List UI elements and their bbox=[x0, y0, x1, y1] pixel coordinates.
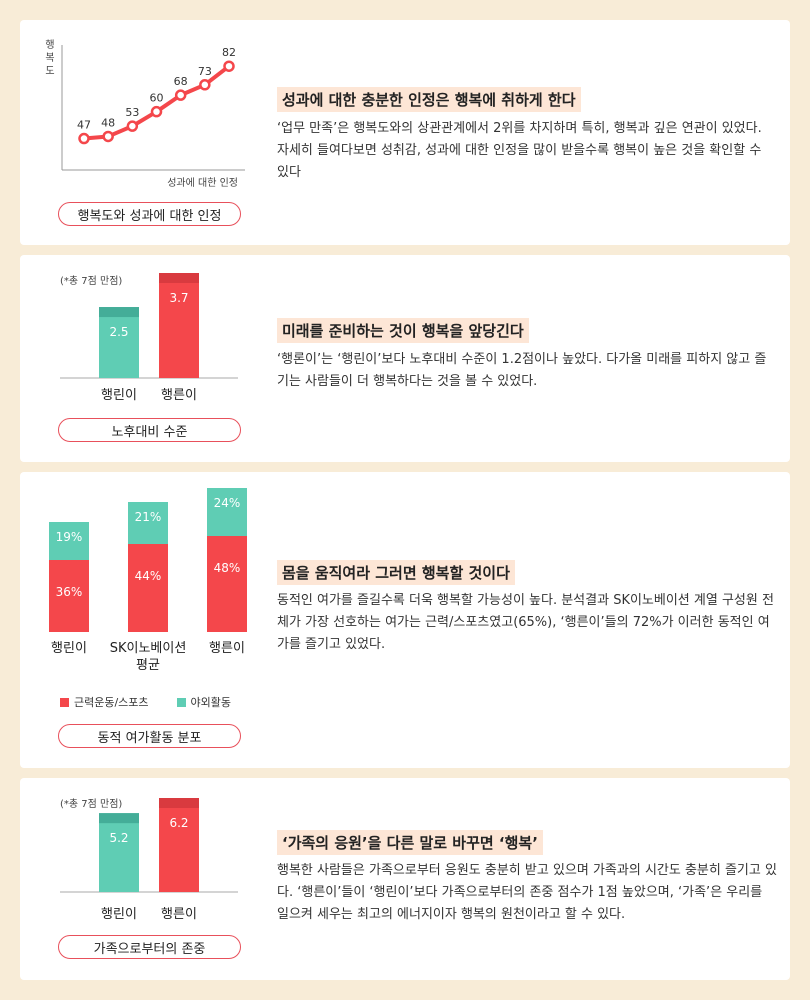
bar bbox=[99, 813, 139, 892]
bar-value: 24% bbox=[214, 496, 241, 510]
bar-chart-family-respect: (*총 7점 만점) 5.2 행린이 6.2 행른이 bbox=[60, 798, 238, 922]
data-point bbox=[223, 60, 235, 72]
bar-segment bbox=[49, 560, 89, 632]
data-label: 60 bbox=[150, 92, 164, 105]
chart-badge: 노후대비 수준 bbox=[58, 418, 241, 442]
bar-value: 5.2 bbox=[109, 831, 128, 845]
bar-value: 48% bbox=[214, 561, 241, 575]
bar-segment bbox=[128, 502, 168, 544]
bar-chart-retirement: (*총 7점 만점) 2.5 행린이 3.7 행른이 bbox=[60, 273, 238, 403]
section-body: 동적인 여가를 즐길수록 더욱 행복할 가능성이 높다. 분석결과 SK이노베이… bbox=[277, 593, 774, 652]
data-label: 82 bbox=[222, 46, 236, 59]
bar-segment bbox=[207, 536, 247, 632]
section-heading: 미래를 준비하는 것이 행복을 앞당긴다 bbox=[277, 318, 529, 343]
bar-value: 21% bbox=[135, 510, 162, 524]
data-point bbox=[78, 132, 90, 145]
data-label: 73 bbox=[198, 65, 212, 78]
bar-value: 6.2 bbox=[169, 816, 188, 830]
legend-label-sports: 근력운동/스포츠 bbox=[74, 696, 149, 709]
legend-label-outdoor: 야외활동 bbox=[190, 696, 232, 709]
bar-value: 3.7 bbox=[169, 291, 188, 305]
data-point bbox=[126, 120, 139, 132]
x-axis-label: 성과에 대한 인정 bbox=[167, 177, 238, 189]
bar-cap bbox=[99, 813, 139, 824]
bar bbox=[99, 307, 139, 378]
category-label: 행린이 bbox=[101, 387, 137, 403]
data-label: 53 bbox=[125, 106, 139, 119]
bar-segment bbox=[207, 488, 247, 536]
bar-segment bbox=[49, 522, 89, 560]
bar bbox=[159, 798, 199, 892]
data-point bbox=[150, 105, 163, 118]
category-label: SK이노베이션 평균 bbox=[110, 641, 187, 673]
section-heading: ‘가족의 응원’을 다른 말로 바꾸면 ‘행복’ bbox=[277, 830, 543, 855]
bar-cap bbox=[159, 798, 199, 808]
bar-value: 2.5 bbox=[109, 325, 128, 339]
bar-segment bbox=[128, 544, 168, 632]
card-leisure: 36% 19% 행린이 44% 21% SK이노베이션 평균 48% 24% 행른이 근력운동/스… bbox=[20, 472, 790, 768]
chart-badge: 동적 여가활동 분포 bbox=[58, 724, 241, 748]
section-body: ‘업무 만족’은 행복도와의 상관관계에서 2위를 차지하며 특히, 행복과 깊… bbox=[277, 121, 762, 180]
data-label: 48 bbox=[101, 116, 115, 129]
legend-swatch-sports bbox=[60, 697, 69, 707]
data-label: 68 bbox=[174, 75, 188, 88]
chart-note: (*총 7점 만점) bbox=[60, 798, 122, 810]
data-point bbox=[174, 89, 187, 101]
category-label: 행른이 bbox=[161, 906, 197, 922]
legend-swatch-outdoor bbox=[176, 697, 186, 707]
section-heading: 몸을 움직여라 그러면 행복할 것이다 bbox=[277, 560, 515, 585]
section-heading: 성과에 대한 충분한 인정은 행복에 취하게 한다 bbox=[277, 87, 581, 112]
bar-cap bbox=[159, 273, 199, 283]
chart-note: (*총 7점 만점) bbox=[60, 275, 122, 287]
stacked-bar-chart-leisure: 36% 19% 행린이 44% 21% SK이노베이션 평균 48% 24% 행른이 bbox=[49, 488, 247, 673]
chart-legend: 근력운동/스포츠 야외활동 bbox=[60, 694, 231, 710]
bar bbox=[159, 273, 199, 378]
data-point bbox=[102, 130, 114, 143]
bar-value: 44% bbox=[135, 569, 162, 583]
section-body: ‘행론이’는 ‘행린이’보다 노후대비 수준이 1.2점이나 높았다. 다가올 … bbox=[277, 352, 767, 389]
card-family: (*총 7점 만점) 5.2 행린이 6.2 행른이 가족으로부터의 존중 ‘가족의 응… bbox=[20, 778, 790, 980]
bar-value: 36% bbox=[56, 585, 83, 599]
category-label: 행린이 bbox=[101, 906, 137, 922]
bar-cap bbox=[99, 307, 139, 318]
data-label: 47 bbox=[77, 119, 91, 132]
chart-badge: 가족으로부터의 존중 bbox=[58, 935, 241, 959]
bar-value: 19% bbox=[56, 530, 83, 544]
data-point bbox=[199, 79, 211, 91]
card-retirement: (*총 7점 만점) 2.5 행린이 3.7 행른이 노후대비 수준 미래를 준비하는 … bbox=[20, 255, 790, 462]
category-label: 행린이 bbox=[51, 640, 87, 656]
chart-badge: 행복도와 성과에 대한 인정 bbox=[58, 202, 241, 226]
category-label: 행른이 bbox=[209, 640, 245, 656]
category-label: 행른이 bbox=[161, 387, 197, 403]
section-body: 행복한 사람들은 가족으로부터 응원도 충분히 받고 있으며 가족과의 시간도 … bbox=[277, 863, 777, 922]
